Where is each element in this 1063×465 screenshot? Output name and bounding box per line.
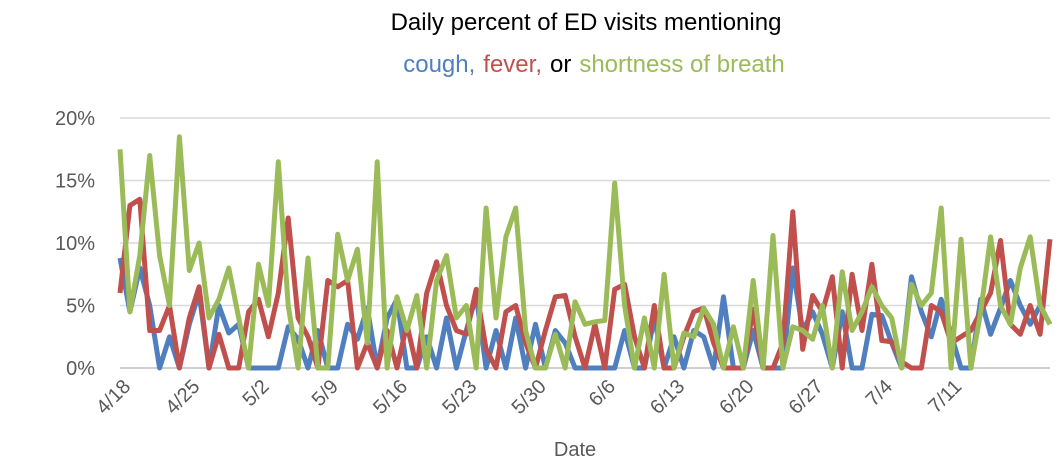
- x-tick-label: 6/27: [785, 376, 828, 419]
- x-tick-label: 5/2: [238, 376, 273, 411]
- subtitle-connector: or: [550, 51, 571, 78]
- chart-title: Daily percent of ED visits mentioning: [391, 9, 782, 36]
- x-tick-label: 5/23: [438, 376, 481, 419]
- y-tick-label: 0%: [66, 358, 95, 380]
- series-line: [117, 196, 1053, 371]
- legend-entry: shortness of breath: [579, 51, 784, 78]
- x-tick-label: 4/18: [92, 376, 135, 419]
- x-tick-label: 6/6: [585, 376, 620, 411]
- y-tick-label: 15%: [55, 171, 95, 193]
- x-tick-label: 7/4: [862, 376, 897, 411]
- y-tick-label: 10%: [55, 233, 95, 255]
- x-axis-label: Date: [554, 439, 596, 461]
- chart-subtitle: cough, fever, or shortness of breath: [403, 51, 785, 78]
- x-tick-label: 6/20: [715, 376, 758, 419]
- legend-entry: cough,: [403, 51, 475, 78]
- x-tick-label: 5/30: [508, 376, 551, 419]
- y-tick-label: 20%: [55, 108, 95, 130]
- x-tick-label: 4/25: [161, 376, 204, 419]
- x-tick-label: 7/11: [924, 376, 966, 418]
- y-tick-label: 5%: [66, 296, 95, 318]
- x-tick-label: 5/9: [308, 376, 343, 411]
- series-line: [117, 134, 1053, 371]
- x-tick-label: 6/13: [646, 376, 689, 419]
- x-tick-label: 5/16: [369, 376, 412, 419]
- legend-entry: fever,: [483, 51, 542, 78]
